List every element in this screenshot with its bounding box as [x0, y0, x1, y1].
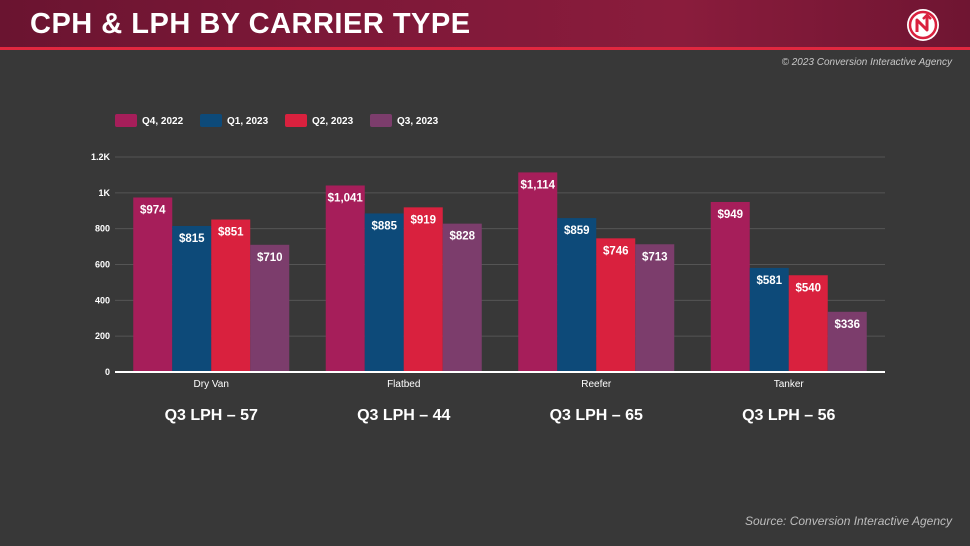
data-label: $885	[371, 220, 397, 232]
bar	[749, 267, 789, 372]
x-tick-label: Dry Van	[194, 379, 229, 390]
bar	[364, 213, 404, 372]
carrier-logo-icon	[907, 9, 939, 41]
legend-swatch	[285, 114, 307, 127]
legend-label: Q4, 2022	[142, 116, 184, 127]
data-label: $974	[140, 204, 166, 216]
data-label: $851	[218, 227, 244, 239]
bar	[788, 275, 828, 372]
category-note: Q3 LPH – 56	[742, 407, 835, 424]
y-tick-label: 1K	[98, 188, 110, 198]
legend-swatch	[200, 114, 222, 127]
bar	[442, 223, 482, 372]
data-label: $713	[642, 251, 668, 263]
bar	[827, 311, 867, 372]
data-label: $1,114	[520, 179, 555, 191]
data-label: $540	[795, 282, 821, 294]
source-note: Source: Conversion Interactive Agency	[745, 514, 952, 528]
bar	[211, 219, 251, 372]
x-tick-label: Reefer	[581, 379, 612, 390]
data-label: $336	[834, 319, 860, 331]
data-label: $710	[257, 252, 283, 264]
data-label: $581	[756, 275, 782, 287]
data-label: $746	[603, 245, 629, 257]
bar	[325, 185, 365, 372]
y-tick-label: 200	[95, 331, 110, 341]
bar	[635, 244, 675, 372]
data-label: $815	[179, 233, 205, 245]
bar	[403, 207, 443, 372]
legend-label: Q2, 2023	[312, 116, 354, 127]
legend-label: Q1, 2023	[227, 116, 269, 127]
header-banner: CPH & LPH BY CARRIER TYPE	[0, 0, 970, 50]
legend-swatch	[115, 114, 137, 127]
x-tick-label: Flatbed	[387, 379, 420, 390]
legend-label: Q3, 2023	[397, 116, 439, 127]
category-note: Q3 LPH – 44	[357, 407, 450, 424]
bar	[250, 244, 290, 372]
bar	[557, 218, 597, 372]
x-tick-label: Tanker	[774, 379, 805, 390]
data-label: $949	[717, 209, 743, 221]
data-label: $859	[564, 225, 590, 237]
data-label: $828	[449, 231, 475, 243]
bar	[710, 201, 750, 372]
y-tick-label: 600	[95, 260, 110, 270]
y-tick-label: 1.2K	[91, 152, 111, 162]
y-tick-label: 800	[95, 224, 110, 234]
category-note: Q3 LPH – 65	[550, 407, 643, 424]
data-label: $919	[410, 214, 436, 226]
bar	[518, 172, 558, 372]
category-note: Q3 LPH – 57	[165, 407, 258, 424]
data-label: $1,041	[328, 192, 364, 204]
copyright-notice: © 2023 Conversion Interactive Agency	[781, 57, 952, 68]
page-title: CPH & LPH BY CARRIER TYPE	[30, 8, 471, 40]
legend-swatch	[370, 114, 392, 127]
y-tick-label: 0	[105, 367, 110, 377]
bar	[172, 225, 212, 372]
bar	[133, 197, 173, 372]
y-tick-label: 400	[95, 295, 110, 305]
bar	[596, 238, 636, 372]
